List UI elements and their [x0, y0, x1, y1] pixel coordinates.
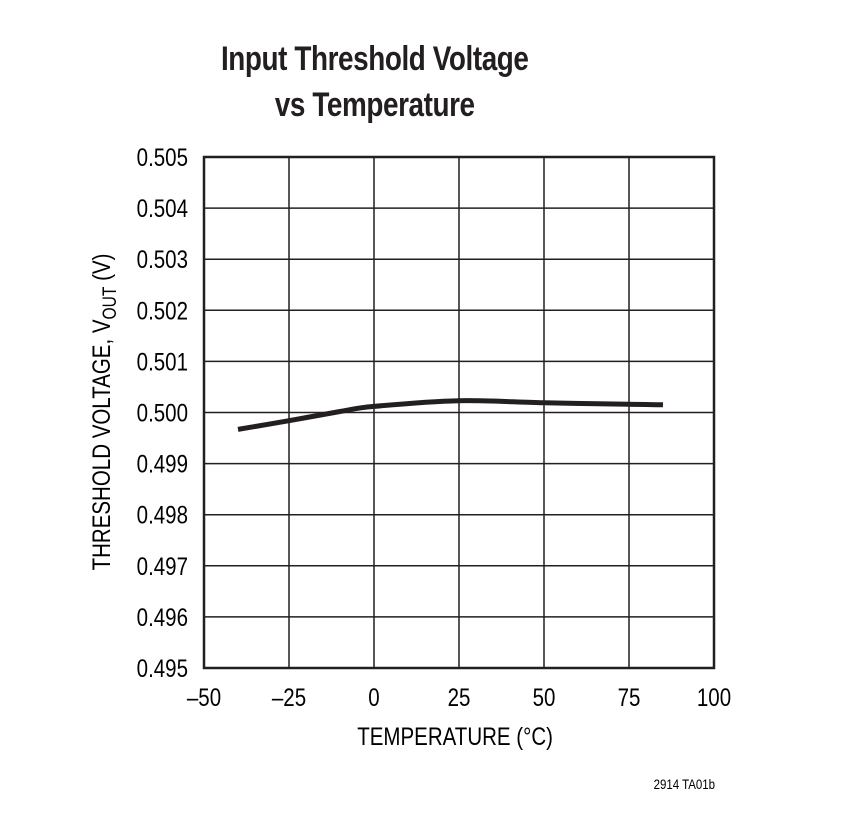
- y-tick-label: 0.505: [137, 143, 188, 171]
- x-tick-label: –50: [187, 683, 221, 711]
- y-axis-label-main: THRESHOLD VOLTAGE, V: [87, 319, 115, 571]
- y-tick-label: 0.499: [137, 450, 188, 478]
- y-tick-label: 0.496: [137, 603, 188, 631]
- y-tick-label: 0.495: [137, 654, 188, 682]
- x-tick-label: 75: [618, 683, 641, 711]
- chart-title-line1: Input Threshold Voltage: [220, 40, 529, 78]
- y-tick-label: 0.504: [137, 194, 189, 222]
- y-tick-label: 0.501: [137, 347, 188, 375]
- x-axis-ticks: –50 –25 0 25 50 75 100: [187, 683, 731, 711]
- x-tick-label: –25: [272, 683, 306, 711]
- plot-frame: [202, 155, 716, 670]
- figure-id-footnote: 2914 TA01b: [654, 776, 715, 792]
- svg-text:THRESHOLD VOLTAGE, VOUT (V): THRESHOLD VOLTAGE, VOUT (V): [87, 254, 120, 571]
- y-axis-label-sub: OUT: [99, 286, 121, 319]
- threshold-voltage-curve: [237, 398, 664, 432]
- y-tick-label: 0.500: [137, 399, 188, 427]
- x-tick-label: 0: [368, 683, 379, 711]
- y-axis-ticks: 0.505 0.504 0.503 0.502 0.501 0.500 0.499 0.498…: [137, 143, 189, 682]
- y-tick-label: 0.502: [137, 296, 188, 324]
- y-axis-label-unit: (V): [87, 254, 115, 287]
- y-axis-label: THRESHOLD VOLTAGE, VOUT (V): [87, 254, 120, 571]
- y-tick-label: 0.503: [137, 245, 188, 273]
- x-tick-label: 50: [533, 683, 556, 711]
- grid-lines: [204, 157, 714, 668]
- y-tick-label: 0.498: [137, 501, 188, 529]
- y-tick-label: 0.497: [137, 552, 188, 580]
- x-axis-label: TEMPERATURE (°C): [357, 722, 553, 750]
- x-tick-label: 100: [697, 683, 731, 711]
- chart-title-line2: vs Temperature: [274, 86, 475, 124]
- x-tick-label: 25: [448, 683, 471, 711]
